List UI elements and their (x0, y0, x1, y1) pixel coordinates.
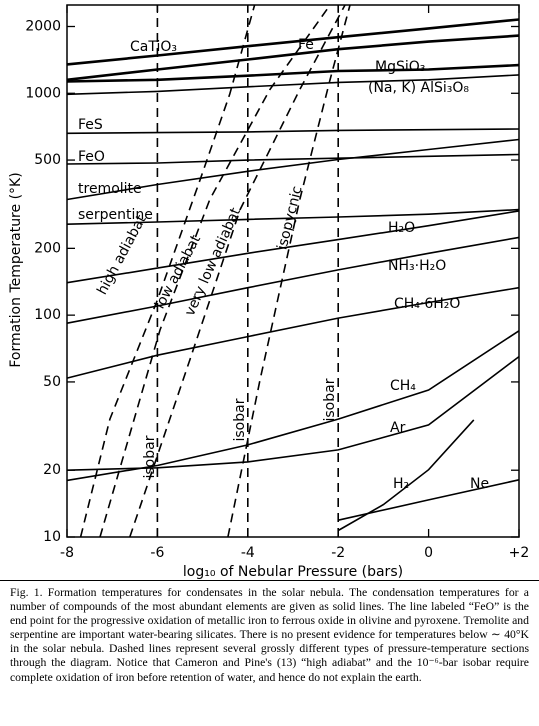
y-tick-label: 10 (43, 529, 61, 545)
curve (338, 479, 520, 521)
curve-label: H₂ (393, 476, 409, 492)
dashed-line (79, 4, 256, 538)
x-tick-label: -8 (60, 545, 74, 561)
curve-label: NH₃·H₂O (388, 258, 446, 274)
y-tick-label: 200 (34, 240, 61, 256)
curve-label: (Na, K) AlSi₃O₈ (368, 80, 469, 96)
x-axis-title: log₁₀ of Nebular Pressure (bars) (183, 564, 403, 580)
y-tick-label: 20 (43, 462, 61, 478)
curve-label: MgSiO₃ (375, 59, 425, 75)
chart: log₁₀ of Nebular Pressure (bars) Formati… (8, 4, 530, 580)
curve (66, 236, 520, 324)
curve-label: CaTiO₃ (130, 39, 177, 55)
curve (66, 210, 520, 284)
curve-label: FeO (78, 149, 105, 165)
curve (66, 208, 520, 225)
curve (66, 34, 520, 82)
curve-label: Ne (470, 476, 489, 492)
curve-label: CH₄·6H₂O (394, 296, 460, 312)
x-tick-label: +2 (509, 545, 530, 561)
y-tick-label: 500 (34, 152, 61, 168)
curve (66, 355, 520, 471)
x-tick-label: -2 (331, 545, 345, 561)
y-tick-label: 50 (43, 374, 61, 390)
plot-frame (66, 4, 520, 538)
caption: Fig. 1. Formation temperatures for conde… (10, 586, 529, 684)
curve-label: high adiabat (94, 212, 150, 298)
curve-label: isobar (232, 398, 248, 441)
curve-label: isobar (322, 378, 338, 421)
y-tick-label: 2000 (25, 19, 61, 35)
dashed-line (227, 4, 351, 538)
curve-label: Fe (298, 37, 314, 53)
x-tick-label: -6 (150, 545, 164, 561)
curve (66, 330, 520, 482)
curve-label: isobar (142, 435, 158, 478)
caption-rule (0, 580, 539, 581)
y-tick-label: 1000 (25, 85, 61, 101)
curve-label: Ar (390, 420, 406, 436)
curve (66, 153, 520, 165)
curve-label: FeS (78, 117, 103, 133)
x-tick-label: -4 (241, 545, 255, 561)
curve-label: CH₄ (390, 378, 416, 394)
curve-label: serpentine (78, 207, 153, 223)
y-axis-title: Formation Temperature (°K) (8, 172, 24, 367)
curve (66, 138, 520, 201)
curve-label: tremolite (78, 181, 142, 197)
curve (66, 74, 520, 96)
curve (66, 128, 520, 135)
dashed-line (99, 4, 331, 538)
curve (66, 18, 520, 66)
y-tick-label: 100 (34, 307, 61, 323)
curve (337, 419, 475, 532)
curve (66, 286, 520, 379)
curve-label: H₂O (388, 220, 415, 236)
dashed-line (129, 4, 346, 538)
x-tick-label: 0 (424, 545, 433, 561)
curve (66, 63, 520, 83)
